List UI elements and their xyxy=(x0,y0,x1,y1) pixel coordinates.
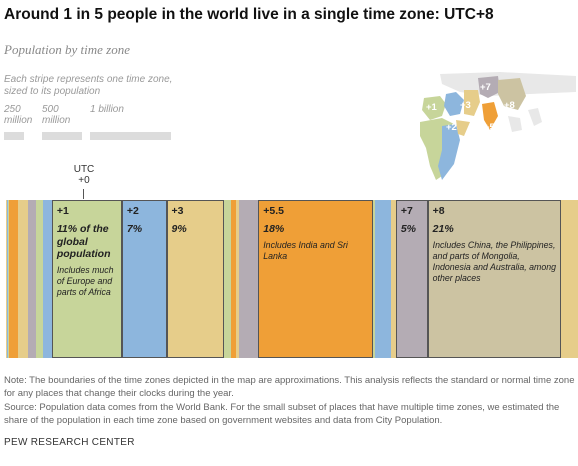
time-zone-stripe xyxy=(18,200,28,358)
scale-bar-1b xyxy=(90,132,171,140)
stripe-share-label: 7% xyxy=(126,223,143,235)
time-zone-stripe xyxy=(561,200,578,358)
stripe-zone-label: +3 xyxy=(171,205,184,217)
time-zone-stripe xyxy=(27,200,36,358)
chart-title: Around 1 in 5 people in the world live i… xyxy=(4,6,494,23)
time-zone-stripe xyxy=(42,200,52,358)
stripe-share-label: 18% xyxy=(263,223,285,235)
time-zone-stripe: +1 11% of the global population Includes m… xyxy=(51,200,122,358)
time-zone-stripe xyxy=(391,200,400,358)
time-zone-stripe: +5.5 18% Includes India and Sri Lanka xyxy=(258,200,373,358)
scale-bar-500 xyxy=(42,132,83,140)
map-label-plus3: +3 xyxy=(460,100,471,111)
stripe-share-label: 5% xyxy=(400,223,417,235)
stripe-note: Includes much of Europe and parts of Afr… xyxy=(56,264,114,297)
map-label-plus1: +1 xyxy=(426,102,438,113)
utc-zero-label: UTC +0 xyxy=(73,164,95,186)
time-zone-stripe xyxy=(223,200,232,358)
stripe-share-label: 11% of the global population xyxy=(56,223,111,260)
source-text: Source: Population data comes from the W… xyxy=(4,402,560,426)
time-zone-map: +1 +3 +7 +8 +2 +5.5 xyxy=(420,72,576,180)
footer-brand: PEW RESEARCH CENTER xyxy=(4,437,135,448)
stripe-zone-label: +7 xyxy=(400,205,413,217)
stripe-note: Includes China, the Philippines, and par… xyxy=(432,239,557,283)
time-zone-stripe xyxy=(374,200,392,358)
map-label-plus7: +7 xyxy=(480,82,491,93)
time-zone-stripe: +8 21% Includes China, the Philippines, an… xyxy=(427,200,562,358)
legend-note: Each stripe represents one time zone, si… xyxy=(4,74,173,97)
chart-subtitle: Population by time zone xyxy=(4,42,131,57)
map-label-plus8: +8 xyxy=(504,100,515,111)
time-zone-stripe: +3 9% xyxy=(166,200,224,358)
scale-bar-250 xyxy=(4,132,25,140)
utc-zero-tick xyxy=(83,189,84,199)
note-text: Note: The boundaries of the time zones d… xyxy=(4,375,575,399)
time-zone-stripe: +7 5% xyxy=(395,200,428,358)
stripe-share-label: 9% xyxy=(171,223,187,235)
scale-label-500: 500 million xyxy=(42,104,71,126)
stripe-note: Includes India and Sri Lanka xyxy=(263,239,348,261)
time-zone-stripe xyxy=(10,200,19,358)
time-zone-stripe xyxy=(35,200,44,358)
map-label-plus2: +2 xyxy=(446,122,457,133)
time-zone-stripe: +2 7% xyxy=(121,200,167,358)
stripe-zone-label: +8 xyxy=(432,205,445,217)
stripe-share-label: 21% xyxy=(432,223,454,235)
stripe-zone-label: +5.5 xyxy=(263,205,284,217)
time-zone-stripe xyxy=(230,200,239,358)
stripe-zone-label: +2 xyxy=(126,205,139,217)
scale-label-250: 250 million xyxy=(4,104,33,126)
time-zone-stripes: +1 11% of the global population Includes m… xyxy=(0,200,578,358)
scale-label-1b: 1 billion xyxy=(90,104,124,115)
map-label-plus5-5: +5.5 xyxy=(484,122,503,133)
time-zone-stripe xyxy=(239,200,259,358)
stripe-zone-label: +1 xyxy=(56,205,69,217)
map-land xyxy=(420,72,576,180)
